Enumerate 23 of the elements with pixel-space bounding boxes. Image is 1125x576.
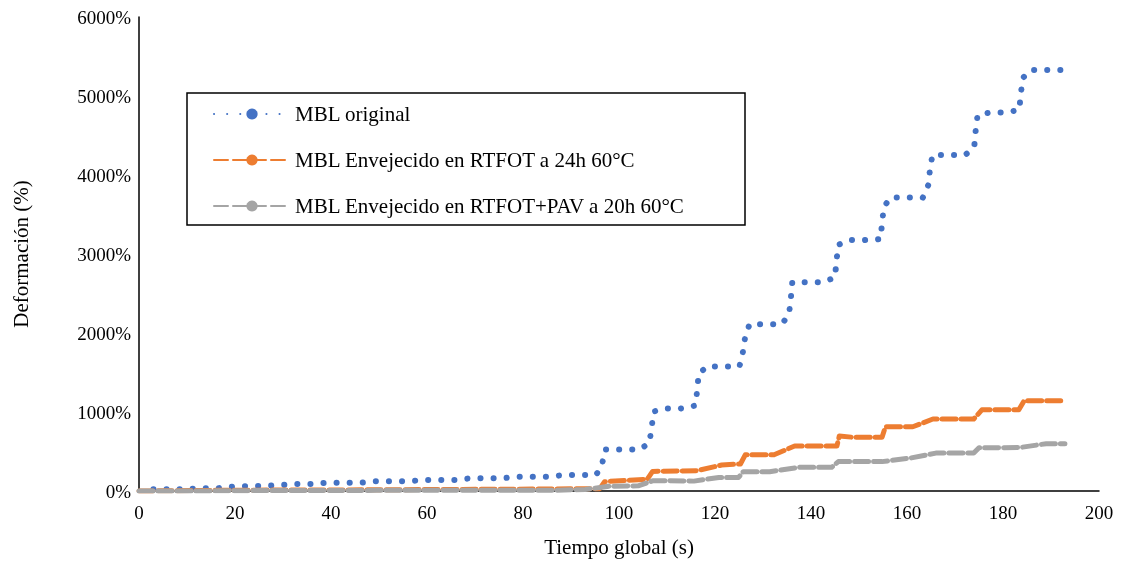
x-tick-label: 200 bbox=[1084, 502, 1114, 523]
legend-label: MBL Envejecido en RTFOT a 24h 60°C bbox=[295, 148, 635, 172]
x-tick-label: 20 bbox=[225, 502, 245, 523]
y-axis-title: Deformación (%) bbox=[8, 180, 33, 328]
y-tick-label: 4000% bbox=[77, 164, 132, 186]
y-tick-label: 2000% bbox=[77, 322, 132, 344]
x-tick-label: 0 bbox=[134, 502, 144, 523]
legend-label: MBL original bbox=[295, 102, 411, 126]
y-tick-label: 5000% bbox=[77, 85, 132, 107]
x-tick-label: 120 bbox=[700, 502, 730, 523]
x-tick-label: 100 bbox=[604, 502, 634, 523]
y-tick-label: 0% bbox=[105, 480, 132, 502]
x-tick-label: 180 bbox=[988, 502, 1018, 523]
x-tick-label: 60 bbox=[417, 502, 437, 523]
y-tick-label: 1000% bbox=[77, 401, 132, 423]
x-axis-title: Tiempo global (s) bbox=[544, 534, 694, 559]
legend-label: MBL Envejecido en RTFOT+PAV a 20h 60°C bbox=[295, 194, 684, 218]
x-tick-label: 140 bbox=[796, 502, 826, 523]
y-tick-label: 3000% bbox=[77, 243, 132, 265]
x-tick-label: 80 bbox=[513, 502, 533, 523]
x-tick-label: 160 bbox=[892, 502, 922, 523]
x-tick-label: 40 bbox=[321, 502, 341, 523]
y-tick-label: 6000% bbox=[77, 6, 132, 28]
